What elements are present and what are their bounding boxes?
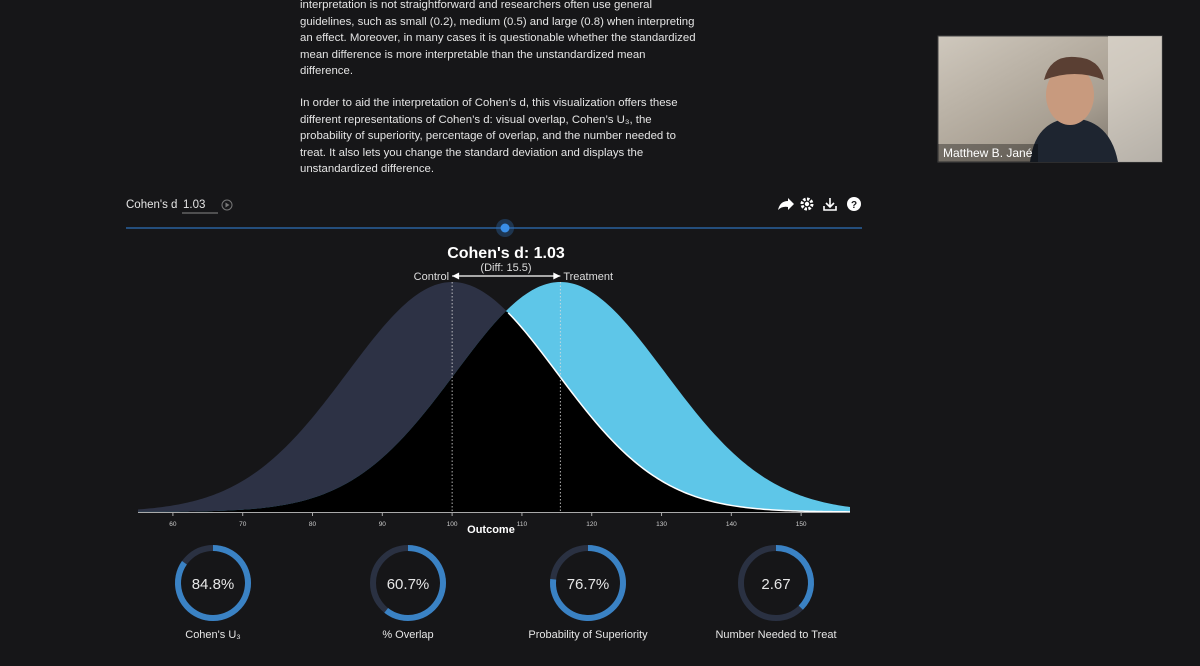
person-body — [1030, 118, 1118, 162]
toolbar: ? — [778, 197, 861, 211]
paragraph: In order to aid the interpretation of Co… — [300, 97, 678, 176]
x-tick-label: 100 — [447, 521, 458, 528]
gauge-value: 84.8% — [192, 576, 235, 593]
participant-name: Matthew B. Jané — [943, 146, 1033, 160]
overlap-area — [138, 311, 850, 512]
gauge-label: Number Needed to Treat — [715, 629, 836, 641]
x-tick-label: 140 — [726, 521, 737, 528]
settings-icon[interactable] — [800, 197, 814, 211]
x-tick-label: 150 — [796, 521, 807, 528]
x-axis-label: Outcome — [467, 524, 515, 536]
slider-knob[interactable] — [500, 223, 510, 233]
gauge-arc — [384, 545, 446, 621]
gauge-arc — [550, 545, 626, 621]
x-tick-label: 130 — [656, 521, 667, 528]
gauge-value: 60.7% — [387, 576, 430, 593]
settings-hub — [804, 201, 810, 207]
overlap-edge — [507, 312, 851, 513]
help-icon[interactable] — [847, 197, 861, 211]
play-button[interactable] — [221, 199, 233, 211]
gauge-label: Probability of Superiority — [528, 629, 648, 641]
chart-title: Cohen's d: 1.03 — [447, 245, 565, 262]
x-tick-label: 90 — [379, 521, 387, 528]
legend-entry: Treatment — [563, 271, 613, 283]
x-tick-label: 70 — [239, 521, 247, 528]
webcam: Matthew B. Jané — [937, 35, 1163, 163]
chart-subtitle: (Diff: 15.5) — [480, 262, 531, 274]
x-tick-label: 120 — [586, 521, 597, 528]
gauge-arc — [175, 545, 251, 621]
play-icon — [225, 202, 230, 208]
gauge-value: 76.7% — [567, 576, 610, 593]
gauge-label: Cohen's U₃ — [185, 629, 241, 641]
slider-label: Cohen's d — [126, 199, 177, 211]
x-tick-label: 110 — [517, 521, 528, 528]
person-head — [1046, 65, 1094, 125]
help-mark: ? — [851, 200, 857, 211]
window — [1108, 36, 1162, 162]
slider-input[interactable]: 1.03 — [183, 199, 205, 211]
x-tick-label: 80 — [309, 521, 317, 528]
legend-entry: Control — [414, 271, 449, 283]
download-icon[interactable] — [823, 198, 837, 211]
cap — [1044, 56, 1104, 80]
name-bg — [938, 144, 1038, 162]
gauge-arc — [775, 545, 814, 610]
gauge-value: 2.67 — [761, 576, 790, 593]
share-icon[interactable] — [778, 198, 794, 210]
paragraph: interpretation is not straightforward an… — [300, 0, 696, 78]
x-tick-label: 60 — [169, 521, 177, 528]
chart: Cohen's d: 1.03 (Diff: 15.5) Outcome Con… — [138, 245, 851, 536]
gauge-label: % Overlap — [382, 629, 433, 641]
